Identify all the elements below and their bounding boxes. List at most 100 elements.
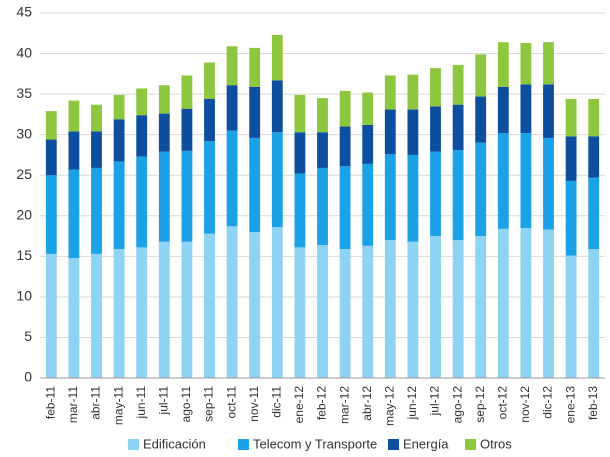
x-tick-label: nov-12 <box>518 386 532 423</box>
bar-segment <box>136 88 148 116</box>
bar-segment <box>204 62 215 99</box>
bar-segment <box>113 161 125 250</box>
bar-segment <box>317 244 328 378</box>
bar-segment <box>362 124 374 164</box>
x-tick-label: jul-12 <box>428 386 442 417</box>
bar-segment <box>543 229 554 378</box>
bar-segment <box>271 227 283 378</box>
bar-segment <box>249 232 261 378</box>
y-tick-label: 0 <box>24 369 32 385</box>
x-tick-label: abr-12 <box>360 386 374 421</box>
x-tick-label: may-12 <box>382 386 396 426</box>
bar-segment <box>45 111 57 140</box>
x-tick-label: jul-11 <box>156 386 170 416</box>
bar-segment <box>565 98 577 137</box>
y-tick-label: 20 <box>16 206 32 222</box>
y-tick-label: 40 <box>16 44 32 60</box>
x-tick-label: abr-11 <box>89 386 103 420</box>
bar-segment <box>113 119 125 162</box>
x-tick-label: oct-11 <box>224 386 238 419</box>
bar-segment <box>113 94 125 120</box>
bar-segment <box>430 236 441 378</box>
x-tick-label: mar-11 <box>66 386 80 423</box>
bar-segment <box>181 150 193 242</box>
bar-segment <box>68 100 80 132</box>
x-tick-label: ene-13 <box>563 386 577 424</box>
bar-segment <box>452 240 464 378</box>
bar-segment <box>45 139 57 176</box>
bar-segment <box>294 247 306 378</box>
x-tick-label: feb-12 <box>315 386 329 420</box>
bar-segment <box>565 180 577 256</box>
x-tick-label: ene-12 <box>292 386 306 424</box>
bar-segment <box>520 227 532 378</box>
y-tick-label: 45 <box>16 4 32 20</box>
bar-segment <box>407 109 419 155</box>
bar-segment <box>430 68 441 107</box>
bar-segment <box>158 151 170 242</box>
bar-segment <box>452 104 464 151</box>
bar-segment <box>565 255 577 378</box>
bar-segment <box>407 74 419 110</box>
bar-segment <box>520 43 532 85</box>
bar-segment <box>136 156 148 248</box>
bar-segment <box>249 137 261 232</box>
bar-segment <box>317 98 328 133</box>
legend-label: Otros <box>480 436 512 451</box>
bar-segment <box>181 108 193 151</box>
x-tick-label: nov-11 <box>247 386 261 422</box>
x-tick-label: jun-12 <box>405 386 419 421</box>
bar-segment <box>68 131 80 170</box>
bar-segment <box>497 86 509 134</box>
bar-segment <box>204 141 215 234</box>
x-tick-label: feb-13 <box>586 386 600 420</box>
y-tick-label: 25 <box>16 166 32 182</box>
bar-segment <box>588 98 600 137</box>
bar-segment <box>384 240 396 378</box>
bar-segment <box>384 75 396 110</box>
bar-segment <box>407 154 419 242</box>
x-tick-label: sep-11 <box>202 386 216 422</box>
bar-segment <box>204 98 215 142</box>
bar-segment <box>339 90 351 127</box>
bar-segment <box>91 131 102 168</box>
bar-segment <box>68 169 80 258</box>
x-tick-label: mar-12 <box>337 386 351 424</box>
bar-segment <box>475 96 487 143</box>
bar-segment <box>543 42 554 85</box>
bar-segment <box>181 75 193 109</box>
bar-segment <box>339 166 351 250</box>
y-tick-label: 35 <box>16 85 32 101</box>
bar-segment <box>452 150 464 241</box>
x-tick-label: ago-12 <box>450 386 464 424</box>
bar-segment <box>136 115 148 157</box>
bar-segment <box>204 233 215 378</box>
x-tick-label: may-11 <box>111 386 125 425</box>
bar-segment <box>91 104 102 132</box>
bar-segment <box>226 130 238 227</box>
bar-segment <box>271 132 283 228</box>
bar-segment <box>407 241 419 378</box>
bar-segment <box>588 249 600 378</box>
x-tick-label: oct-12 <box>495 386 509 420</box>
bar-segment <box>543 84 554 138</box>
bar-segment <box>430 151 441 237</box>
bar-segment <box>520 133 532 228</box>
legend-label: Telecom y Transporte <box>253 436 377 451</box>
x-tick-label: feb-11 <box>43 386 57 419</box>
bar-segment <box>384 109 396 155</box>
bar-segment <box>226 226 238 378</box>
bar-segment <box>226 46 238 86</box>
bar-segment <box>113 249 125 378</box>
bar-segment <box>384 154 396 241</box>
bar-segment <box>91 253 102 378</box>
bar-segment <box>497 42 509 87</box>
bar-segment <box>317 132 328 168</box>
bar-segment <box>158 113 170 152</box>
bar-segment <box>249 86 261 138</box>
bar-segment <box>158 241 170 378</box>
x-tick-label: jun-11 <box>134 386 148 420</box>
y-tick-label: 5 <box>24 328 32 344</box>
bar-segment <box>475 236 487 378</box>
bar-segment <box>339 249 351 378</box>
